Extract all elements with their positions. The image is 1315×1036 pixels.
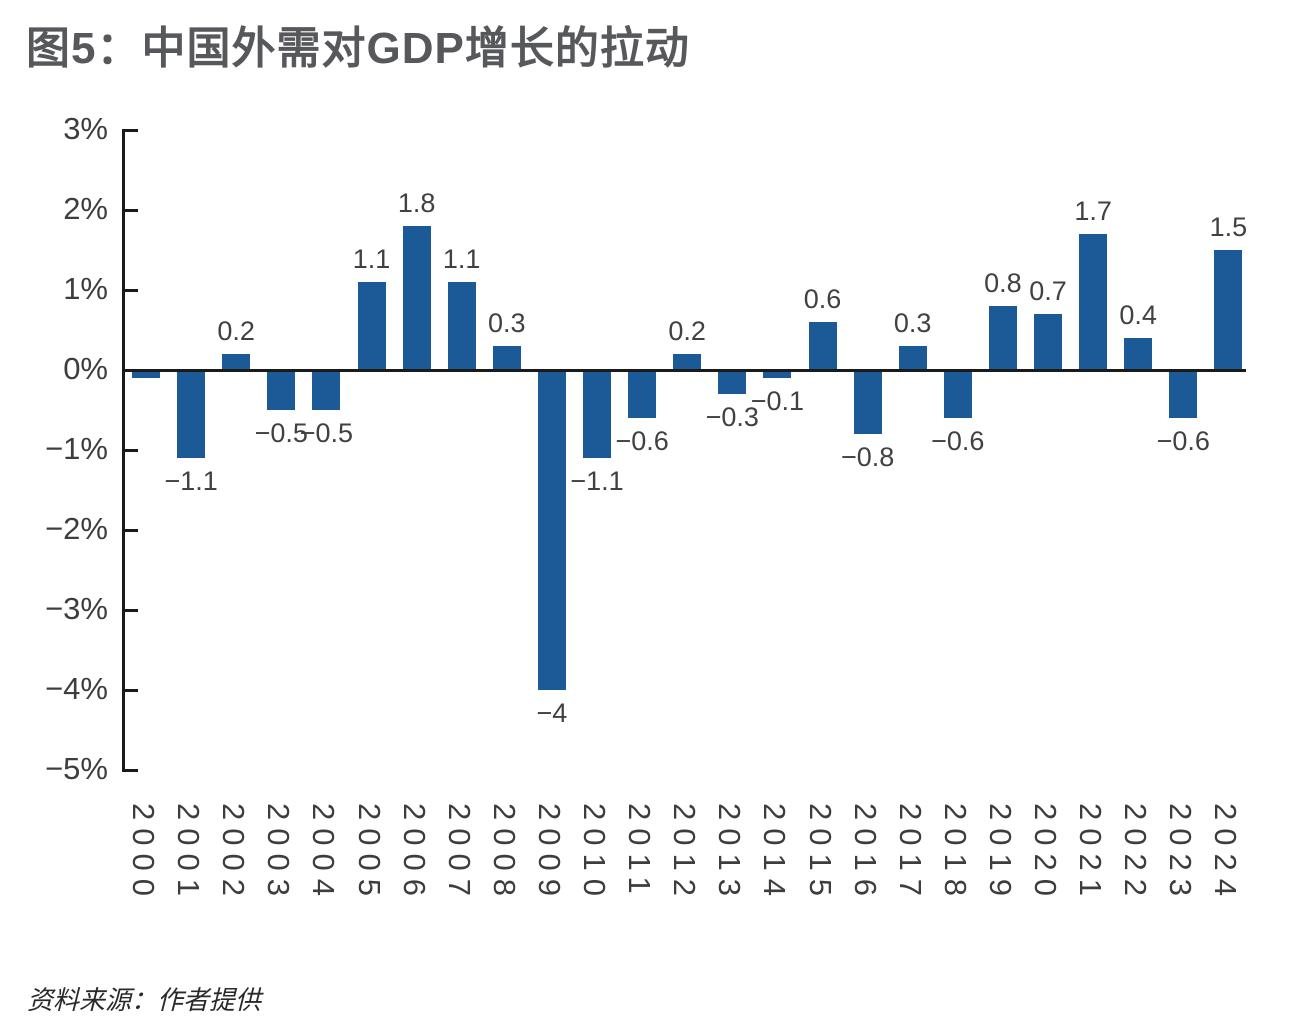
bar: [1124, 338, 1153, 370]
bar: [447, 282, 476, 370]
x-tick-label: 2021: [1073, 803, 1109, 904]
bar: [1034, 314, 1062, 370]
y-tick: [122, 769, 138, 772]
x-tick-label: 2019: [982, 803, 1018, 904]
x-tick-label: 2002: [216, 803, 252, 904]
x-tick-label: 2006: [396, 803, 432, 904]
y-tick: [122, 289, 138, 292]
x-tick-label: 2001: [171, 803, 207, 904]
bar-value-label: −0.8: [840, 442, 895, 472]
bar-value-label: −0.1: [750, 386, 805, 416]
bar-value-label: −0.6: [1156, 426, 1210, 456]
x-tick-label: 2015: [802, 803, 838, 904]
y-tick: [122, 609, 138, 612]
x-tick-label: 2010: [577, 803, 612, 904]
x-tick-label: 2024: [1208, 803, 1244, 904]
y-tick-label: 2%: [63, 191, 108, 226]
x-tick-label: 2007: [441, 803, 477, 904]
bar-value-label: 1.1: [442, 244, 481, 274]
bar-value-label: 1.1: [352, 244, 391, 274]
x-tick-label: 2005: [351, 803, 387, 904]
x-tick-label: 2012: [667, 803, 703, 904]
y-tick-label: −5%: [45, 751, 108, 786]
x-tick-label: 2008: [486, 803, 522, 904]
y-tick: [122, 449, 138, 452]
y-tick-label: −1%: [45, 431, 108, 466]
bar: [402, 226, 431, 370]
bar: [808, 322, 837, 370]
x-tick-label: 2013: [712, 803, 748, 904]
bar-value-label: 1.8: [397, 188, 436, 218]
bar-value-label: −0.6: [931, 426, 985, 456]
bar-value-label: 0.3: [893, 308, 932, 338]
bar: [177, 370, 206, 458]
bar-value-label: −1.1: [570, 466, 624, 496]
y-tick: [122, 689, 138, 692]
bar-value-label: 0.7: [1029, 276, 1067, 306]
y-tick-label: −2%: [45, 511, 108, 546]
y-tick-label: 0%: [63, 351, 108, 386]
bar: [267, 370, 296, 410]
x-tick-label: 2003: [261, 803, 297, 904]
y-tick-label: −4%: [45, 671, 108, 706]
bar: [628, 370, 657, 418]
bar-value-label: −0.5: [254, 418, 308, 448]
bar: [718, 370, 747, 394]
y-tick: [122, 209, 138, 212]
bar-value-label: 1.5: [1209, 212, 1248, 242]
y-tick-label: 1%: [63, 271, 108, 306]
y-tick-label: −3%: [45, 591, 108, 626]
x-tick-label: 2011: [622, 803, 658, 902]
bar: [673, 354, 702, 370]
x-tick-label: 2000: [126, 803, 161, 904]
y-tick: [122, 529, 138, 532]
bar-value-label: 0.2: [668, 316, 706, 346]
bar: [988, 306, 1017, 370]
x-tick-label: 2023: [1163, 803, 1199, 904]
zero-line: [122, 368, 1246, 372]
bar: [1169, 370, 1198, 418]
bar: [222, 354, 251, 370]
bar: [943, 370, 972, 418]
bar-value-label: −1.1: [164, 466, 218, 496]
y-tick-label: 3%: [63, 111, 108, 146]
bar: [853, 370, 882, 434]
bar: [537, 370, 566, 690]
x-tick-label: 2004: [306, 803, 342, 904]
bar-value-label: −4: [536, 698, 568, 728]
bar-value-label: 0.4: [1119, 300, 1157, 330]
x-tick-label: 2009: [531, 803, 567, 904]
bar: [357, 282, 386, 370]
page-title: 图5：中国外需对GDP增长的拉动: [26, 24, 690, 73]
bar: [312, 370, 341, 410]
x-tick-label: 2014: [757, 803, 793, 904]
x-tick-label: 2016: [847, 803, 883, 904]
x-tick-label: 2018: [937, 803, 973, 904]
bar: [583, 370, 611, 458]
bar-value-label: 0.2: [217, 316, 255, 346]
bar-value-label: −0.5: [299, 418, 354, 448]
bar-value-label: 0.3: [488, 308, 526, 338]
bar-value-label: −0.3: [705, 402, 759, 432]
bar: [1079, 234, 1108, 370]
source-note: 资料来源：作者提供: [27, 985, 262, 1015]
x-tick-label: 2022: [1118, 803, 1154, 904]
bar-value-label: 0.8: [984, 268, 1022, 298]
bar: [1214, 250, 1243, 370]
bar-value-label: 1.7: [1074, 196, 1112, 226]
x-tick-label: 2017: [892, 803, 928, 904]
bar-value-label: −0.6: [615, 426, 669, 456]
bar: [492, 346, 521, 370]
bar: [132, 370, 160, 378]
y-tick: [122, 129, 138, 132]
bar: [763, 370, 792, 378]
bar: [898, 346, 927, 370]
bar-value-label: 0.6: [803, 284, 842, 314]
x-tick-label: 2020: [1028, 803, 1063, 904]
